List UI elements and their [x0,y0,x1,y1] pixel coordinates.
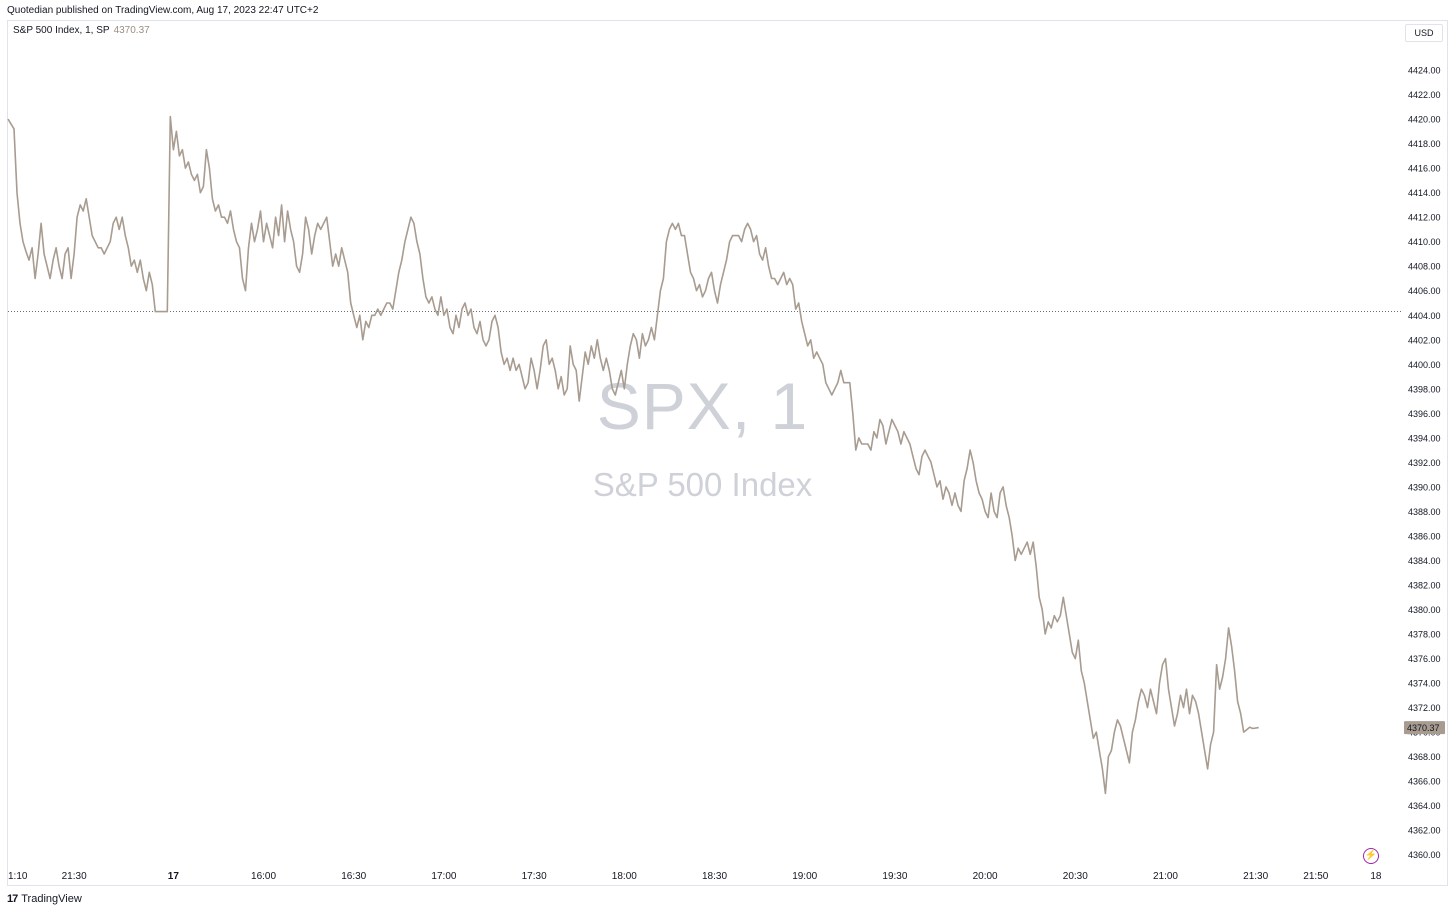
chart-legend: S&P 500 Index, 1, SP 4370.37 [13,25,150,36]
price-series-line [7,115,1259,795]
publisher-bar: Quotedian published on TradingView.com, … [0,0,1456,20]
y-tick-label: 4378.00 [1408,630,1441,640]
y-tick-label: 4362.00 [1408,826,1441,836]
x-tick-label: 18 [1370,871,1382,882]
x-tick-label: 17:30 [522,871,547,882]
x-tick-label: 21:50 [1303,871,1328,882]
y-tick-label: 4374.00 [1408,679,1441,689]
y-tick-label: 4410.00 [1408,237,1441,247]
x-tick-label: 20:00 [973,871,998,882]
tradingview-logo-icon: 17 [7,893,18,905]
publisher-text: Quotedian published on TradingView.com, … [7,5,319,16]
x-tick-label: 17:00 [431,871,456,882]
y-tick-label: 4404.00 [1408,311,1441,321]
y-tick-label: 4382.00 [1408,581,1441,591]
currency-selector[interactable]: USD [1405,24,1443,42]
x-tick-label: 1:10 [8,871,28,882]
y-tick-label: 4380.00 [1408,605,1441,615]
lightning-bolt-icon[interactable]: ⚡ [1363,848,1379,864]
y-tick-label: 4414.00 [1408,188,1441,198]
legend-last-value: 4370.37 [113,25,150,36]
watermark-description: S&P 500 Index [592,466,813,503]
x-tick-label: 18:00 [612,871,637,882]
y-tick-label: 4394.00 [1408,433,1441,443]
y-tick-label: 4412.00 [1408,213,1441,223]
y-tick-label: 4388.00 [1408,507,1441,517]
y-tick-label: 4392.00 [1408,458,1441,468]
x-tick-label: 19:30 [882,871,907,882]
footer-brand[interactable]: 17 TradingView [7,893,82,905]
y-tick-label: 4406.00 [1408,286,1441,296]
y-tick-label: 4424.00 [1408,66,1441,76]
y-tick-label: 4422.00 [1408,90,1441,100]
x-tick-label: 16:30 [341,871,366,882]
y-tick-label: 4366.00 [1408,777,1441,787]
y-tick-label: 4384.00 [1408,556,1441,566]
y-tick-label: 4400.00 [1408,360,1441,370]
y-tick-label: 4390.00 [1408,482,1441,492]
legend-symbol: S&P 500 Index, 1, SP [13,25,110,36]
y-tick-label: 4360.00 [1408,850,1441,860]
last-price-tag [1404,721,1445,735]
y-tick-label: 4368.00 [1408,752,1441,762]
y-tick-label: 4364.00 [1408,801,1441,811]
x-tick-label: 21:30 [62,871,87,882]
chart-frame [7,20,1448,886]
watermark-symbol: SPX, 1 [596,369,809,443]
y-tick-label: 4396.00 [1408,409,1441,419]
y-tick-label: 4418.00 [1408,139,1441,149]
y-tick-label: 4402.00 [1408,335,1441,345]
footer-brand-text: TradingView [21,893,82,905]
y-tick-label: 4398.00 [1408,384,1441,394]
y-tick-label: 4416.00 [1408,164,1441,174]
x-tick-label: 17 [168,871,180,882]
x-tick-label: 18:30 [702,871,727,882]
x-tick-label: 21:30 [1243,871,1268,882]
y-tick-label: 4372.00 [1408,703,1441,713]
y-tick-label: 4376.00 [1408,654,1441,664]
y-tick-label: 4420.00 [1408,115,1441,125]
x-tick-label: 20:30 [1063,871,1088,882]
x-tick-label: 19:00 [792,871,817,882]
y-tick-label: 4408.00 [1408,262,1441,272]
x-tick-label: 16:00 [251,871,276,882]
y-tick-label: 4386.00 [1408,531,1441,541]
last-price-label: 4370.37 [1407,723,1440,733]
x-tick-label: 21:00 [1153,871,1178,882]
